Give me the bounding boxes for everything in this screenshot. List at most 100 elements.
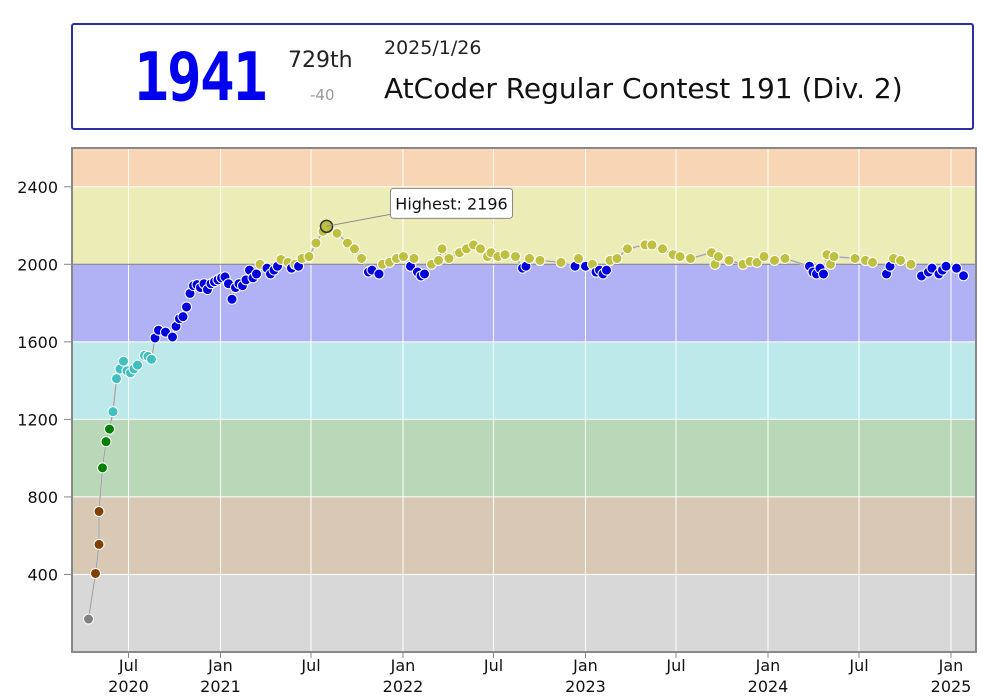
rating-point [475,243,486,255]
x-tick-label: Jul [483,656,503,675]
rating-point [674,251,686,263]
contest-date: 2025/1/26 [384,37,482,59]
contest-name: AtCoder Regular Contest 191 (Div. 2) [384,72,903,105]
rating-point [828,251,840,263]
y-tick-label: 2000 [17,255,58,274]
rating-point [251,268,262,280]
rating-point [849,252,861,264]
rating-point [146,353,157,365]
rating-point [331,227,343,239]
rating-point [419,268,430,280]
x-tick-label: Jan [390,656,416,675]
y-tick-label: 1600 [17,333,58,352]
rating-point [177,311,189,323]
rating-point [90,567,101,579]
rating-point [524,252,535,264]
rating-point [100,436,112,448]
rating-point [443,252,455,264]
rating-point [867,256,878,268]
x-tick-label: Jan [755,656,781,675]
rating-point [356,252,367,264]
rating-point [534,254,546,266]
rating-point [181,301,192,313]
x-tick-label: Jul [848,656,868,675]
x-tick-label: Jul [300,656,320,675]
rating-point [436,243,448,255]
rating-point [226,293,238,305]
rating-point [751,256,763,268]
rating-point [905,258,917,270]
x-tick-year: 2023 [565,677,606,696]
rating-point [818,268,829,280]
x-tick-label: Jul [665,656,685,675]
rating-band [72,341,976,420]
rating-band [72,419,976,497]
y-tick-label: 800 [27,488,58,507]
rating-point [310,237,322,249]
rating-band [72,496,976,575]
rating-point [779,252,791,264]
rating-point [769,254,780,266]
rating-point [895,254,906,266]
x-tick-year: 2025 [931,677,972,696]
rating-point [303,251,315,263]
rating-point [132,359,143,371]
contest-status-card [71,23,974,130]
y-tick-label: 2400 [17,178,58,197]
rating-point [940,260,952,272]
rating-point [657,243,668,255]
x-tick-year: 2024 [748,677,789,696]
rating-band [72,148,976,187]
x-tick-year: 2021 [200,677,241,696]
rating-delta: -40 [310,86,335,104]
plot-frame [71,147,977,653]
contest-place: 729th [288,48,353,73]
rating-band [72,264,976,342]
x-tick-label: Jan [572,656,598,675]
highest-leader [326,213,391,227]
rating-point [111,373,122,385]
y-tick-label: 1200 [17,410,58,429]
highest-label: Highest: 2196 [395,194,507,213]
rating-point [398,251,409,263]
rating-point [93,538,105,550]
rating-point [118,355,129,367]
highest-label-box [390,187,513,219]
x-tick-year: 2022 [383,677,424,696]
x-tick-label: Jan [938,656,964,675]
rating-point [958,270,969,282]
rating-point [622,243,633,255]
rating-point [601,264,612,276]
rating-point [951,262,962,274]
rating-point [433,254,444,266]
rating-point [373,268,385,280]
rating-point [408,252,420,264]
rating-point [758,251,770,263]
rating-point [167,331,178,343]
x-tick-label: Jan [207,656,233,675]
rating-point [499,249,511,261]
x-tick-label: Jul [118,656,138,675]
rating-point [107,406,119,418]
rating-point [104,423,115,435]
rating-point [555,256,567,268]
rating-point [646,239,658,251]
y-tick-label: 400 [27,565,58,584]
rating-point [342,237,353,249]
rating-band [72,574,976,652]
x-tick-year: 2020 [108,677,149,696]
rating-point [97,462,108,474]
rating-point [573,252,584,264]
rating-point [83,613,94,625]
rating-point [723,254,735,266]
rating-point [510,251,521,263]
rating-point [611,252,623,264]
rating-point [926,262,938,274]
rating-point [685,252,696,264]
rating-point [93,505,105,517]
rating-chart: 400 800 1200 1600 2000 2400 Jul 2020 Jan 2021 Jul J… [17,147,977,696]
current-rating: 1941 [134,37,268,117]
rating-point [349,243,360,255]
rating-point [713,251,724,263]
rating-band [72,186,976,265]
